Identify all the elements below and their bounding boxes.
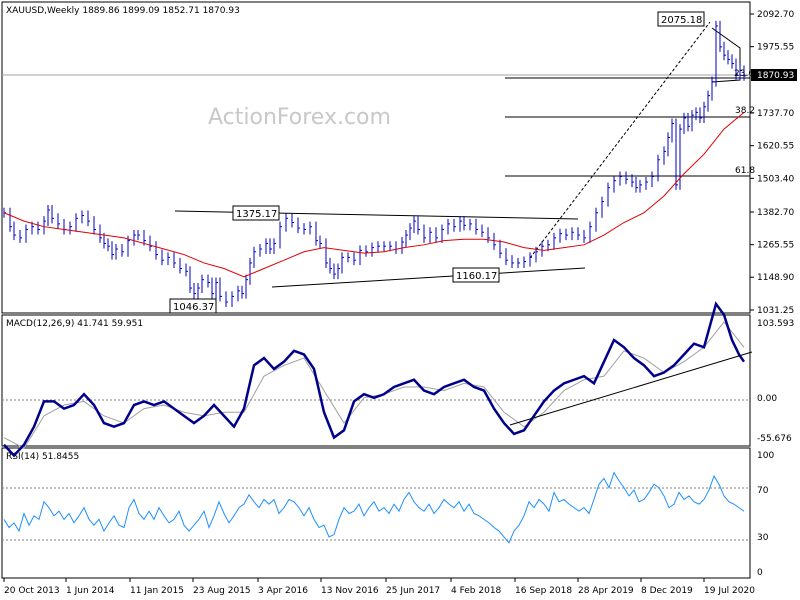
annotation-1375: 1375.17 [232,205,280,221]
rsi-line [3,471,745,544]
x-tick-label: 16 Sep 2018 [515,586,572,596]
macd-panel-header: MACD(12,26,9) 41.741 59.951 [6,319,143,329]
price-y-tick-label: 1382.70 [757,208,794,218]
annotation-2075: 2075.18 [657,11,705,27]
x-tick-label: 25 Jun 2017 [386,586,440,596]
rsi-y-tick-label: 100 [757,451,774,461]
rally-projection-line [529,21,711,259]
x-axis: 20 Oct 2013 1 Jun 2014 11 Jan 2015 23 Aug 2… [3,578,755,596]
x-tick-label: 20 Oct 2013 [4,586,60,596]
fib-label-23-6: 23.6 [734,69,754,79]
moving-average-line [3,111,745,278]
annotation-1160: 1160.17 [452,267,500,283]
macd-signal-line [3,321,745,450]
fibonacci-lines [505,77,750,177]
channel-lower-line [271,267,586,288]
macd-panel-frame [1,314,751,447]
x-tick-label: 19 Jul 2020 [704,586,755,596]
current-price-tag: 1870.93 [751,69,797,81]
rsi-y-tick-label: 30 [757,533,769,543]
price-panel-frame [1,1,751,314]
rsi-y-tick-label: 0 [757,568,763,578]
price-panel-header: XAUUSD,Weekly 1889.86 1899.09 1852.71 18… [6,6,240,16]
x-tick-label: 23 Aug 2015 [193,586,251,596]
macd-y-tick-label: 0.00 [757,394,777,404]
macd-y-tick-label: -55.676 [757,434,792,444]
svg-text:1160.17: 1160.17 [456,271,497,282]
rsi-panel-header: RSI(14) 51.8455 [6,452,79,462]
svg-text:2075.18: 2075.18 [661,15,702,26]
x-tick-label: 13 Nov 2016 [321,586,379,596]
price-y-tick-label: 1975.55 [757,43,794,53]
rsi-y-tick-label: 70 [757,486,769,496]
rsi-panel-frame [1,447,751,579]
watermark: ActionForex.com [208,105,391,130]
price-y-axis: 2092.70 1975.55 1737.70 1620.55 1503.40 1382.… [750,10,794,316]
price-y-tick-label: 1620.55 [757,142,794,152]
annotation-1046: 1046.37 [169,298,217,314]
svg-text:1046.37: 1046.37 [173,302,214,313]
x-tick-label: 8 Dec 2019 [641,586,693,596]
price-y-tick-label: 1148.90 [757,273,794,283]
fib-label-38-2: 38.2 [735,106,755,116]
macd-y-axis: 103.593 0.00 -55.676 [757,319,794,444]
x-tick-label: 11 Jan 2015 [130,586,184,596]
recent-triangle [711,27,741,83]
x-tick-label: 3 Apr 2016 [258,586,308,596]
x-tick-label: 4 Feb 2018 [451,586,502,596]
macd-line [3,301,746,458]
price-y-tick-label: 1265.55 [757,241,794,251]
svg-text:1870.93: 1870.93 [757,71,794,81]
macd-y-tick-label: 103.593 [757,319,794,329]
x-tick-label: 28 Apr 2019 [578,586,634,596]
macd-trendline [509,351,753,426]
price-y-tick-label: 1737.70 [757,109,794,119]
price-y-tick-label: 2092.70 [757,10,794,20]
fib-label-61-8: 61.8 [735,166,755,176]
rsi-y-axis: 100 70 30 0 [757,451,774,578]
price-y-tick-label: 1503.40 [757,174,794,184]
x-tick-label: 1 Jun 2014 [66,586,115,596]
price-y-tick-label: 1031.25 [757,306,794,316]
svg-text:1375.17: 1375.17 [236,209,277,220]
